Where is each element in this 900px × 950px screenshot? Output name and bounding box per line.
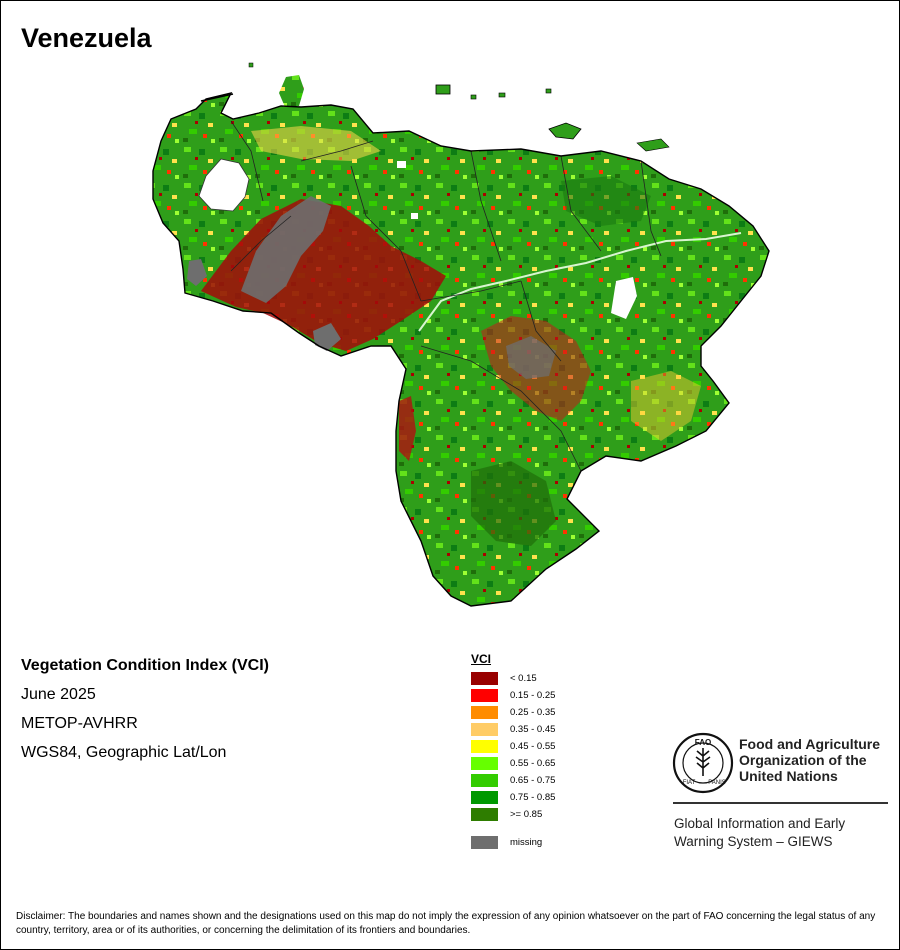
legend-swatch: [471, 808, 498, 821]
vci-legend: VCI < 0.15 0.15 - 0.25 0.25 - 0.35 0.35 …: [471, 652, 555, 851]
missing-data-region-central: [506, 336, 556, 379]
giews-line: Global Information and Early: [674, 816, 846, 831]
index-title: Vegetation Condition Index (VCI): [21, 657, 269, 674]
fao-logo-text: FAO: [695, 738, 711, 747]
white-gap-north: [397, 161, 406, 168]
legend-item: 0.45 - 0.55: [471, 738, 555, 755]
map-projection: WGS84, Geographic Lat/Lon: [21, 744, 227, 761]
caribbean-islands: [248, 62, 670, 152]
legend-swatch: [471, 706, 498, 719]
white-gap-center: [411, 213, 418, 219]
low-vci-region-southwest: [399, 396, 416, 461]
map-title: Venezuela: [21, 23, 152, 53]
legend-label: < 0.15: [510, 673, 537, 684]
fao-name-line: Food and Agriculture: [739, 736, 881, 752]
giews-line: Warning System – GIEWS: [674, 834, 833, 849]
fao-name-line: Organization of the: [739, 752, 867, 768]
legend-item: 0.75 - 0.85: [471, 789, 555, 806]
giews-name: Global Information and Early Warning Sys…: [674, 815, 845, 851]
high-vci-patch-south: [471, 461, 556, 546]
legend-item: 0.35 - 0.45: [471, 721, 555, 738]
high-vci-patch-east: [561, 176, 651, 226]
legend-item: < 0.15: [471, 670, 555, 687]
missing-data-patch-andes: [187, 259, 207, 286]
legend-item-missing: missing: [471, 834, 555, 851]
legend-label: 0.15 - 0.25: [510, 690, 556, 701]
legend-label: 0.35 - 0.45: [510, 724, 556, 735]
moderate-vci-band-east: [631, 371, 701, 441]
legend-swatch-missing: [471, 836, 498, 849]
legend-swatch: [471, 791, 498, 804]
legend-swatch: [471, 757, 498, 770]
legend-label: 0.65 - 0.75: [510, 775, 556, 786]
state-boundaries: [230, 120, 662, 472]
legend-swatch: [471, 723, 498, 736]
disclaimer: Disclaimer: The boundaries and names sho…: [16, 911, 876, 936]
legend-item: 0.25 - 0.35: [471, 704, 555, 721]
legend-item: >= 0.85: [471, 806, 555, 823]
legend-title: VCI: [471, 652, 492, 666]
legend-label: 0.55 - 0.65: [510, 758, 556, 769]
legend-item: 0.15 - 0.25: [471, 687, 555, 704]
legend-label: >= 0.85: [510, 809, 543, 820]
map-date: June 2025: [21, 686, 96, 703]
low-vci-region-west: [201, 199, 446, 351]
white-gap-guayana: [611, 277, 637, 319]
missing-data-region-west: [241, 196, 331, 303]
legend-label: 0.25 - 0.35: [510, 707, 556, 718]
legend-swatch: [471, 689, 498, 702]
fao-name: Food and Agriculture Organization of the…: [739, 736, 880, 784]
legend-swatch: [471, 740, 498, 753]
fao-divider: [673, 802, 888, 804]
legend-label: 0.45 - 0.55: [510, 741, 556, 752]
map-sensor: METOP-AVHRR: [21, 715, 138, 732]
legend-swatch: [471, 774, 498, 787]
moderate-vci-band-north: [251, 126, 381, 161]
fao-logo-fiat: FIAT: [683, 780, 696, 786]
fao-logo-panis: PANIS: [708, 780, 726, 786]
fao-logo: FAO FIAT PANIS: [672, 732, 734, 794]
map-info: Vegetation Condition Index (VCI) June 20…: [21, 657, 269, 773]
legend-label: 0.75 - 0.85: [510, 792, 556, 803]
legend-item: 0.55 - 0.65: [471, 755, 555, 772]
legend-label-missing: missing: [510, 837, 543, 848]
guajira-coast: [200, 93, 234, 102]
fao-name-line: United Nations: [739, 768, 838, 784]
legend-swatch: [471, 672, 498, 685]
lake-maracaibo: [198, 158, 250, 212]
national-border: [152, 91, 770, 607]
paraguana-peninsula: [279, 75, 304, 107]
missing-data-patch-apure: [313, 323, 341, 351]
vci-map: [152, 62, 770, 607]
legend-item: 0.65 - 0.75: [471, 772, 555, 789]
venezuela-mainland: [153, 93, 769, 606]
